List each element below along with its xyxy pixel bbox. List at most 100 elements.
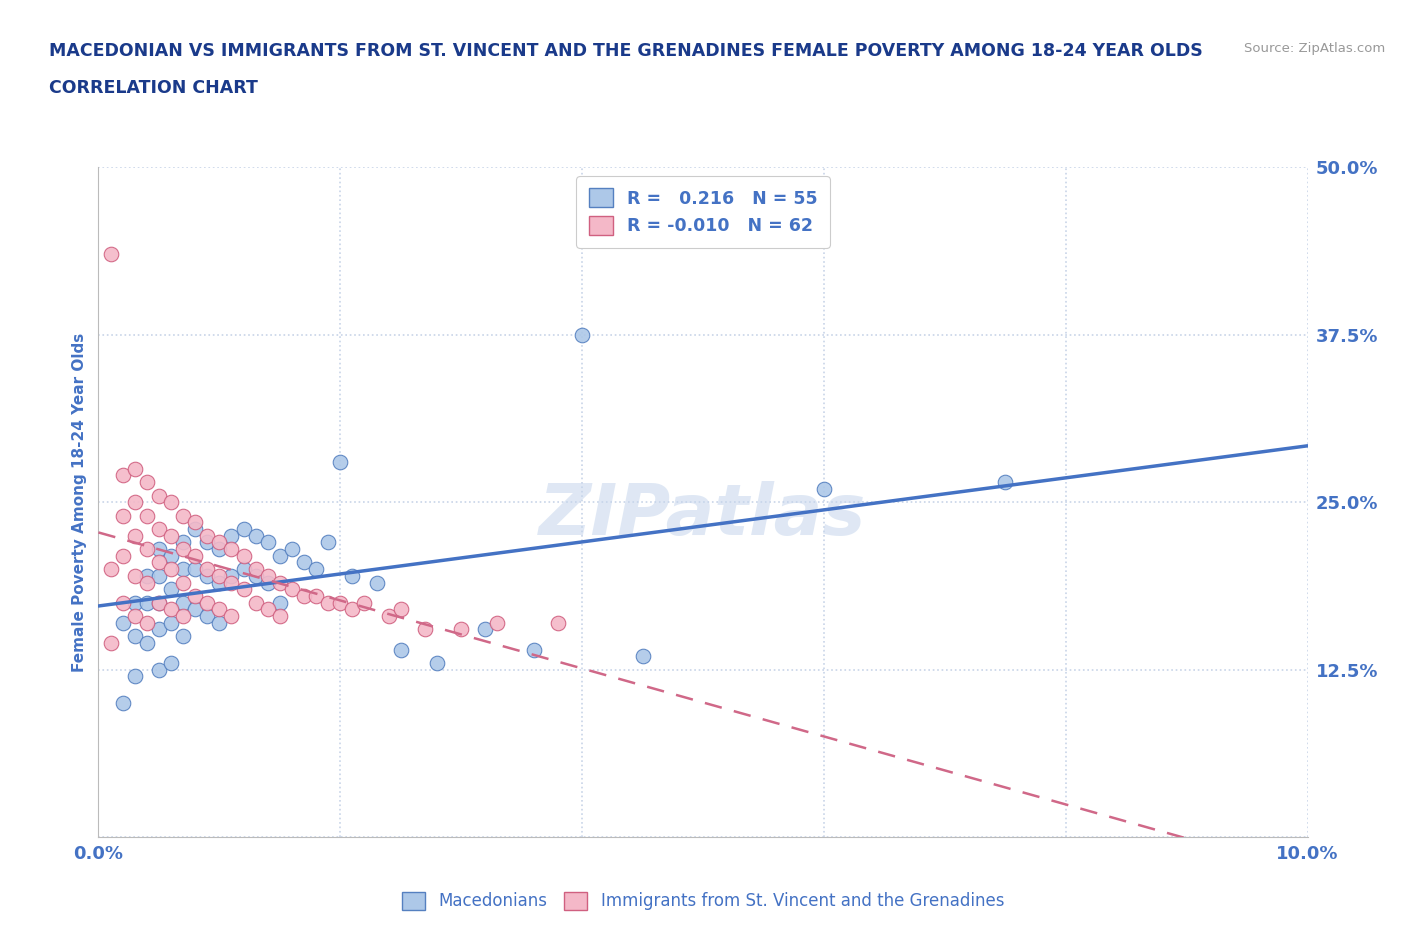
Point <box>994 474 1017 489</box>
Point <box>221 528 243 543</box>
Point <box>256 568 278 583</box>
Point <box>111 468 134 483</box>
Point <box>160 528 183 543</box>
Text: ZIPatlas: ZIPatlas <box>540 481 866 550</box>
Point <box>184 562 207 577</box>
Point <box>160 549 183 564</box>
Point <box>195 595 218 610</box>
Point <box>135 541 157 556</box>
Point <box>269 549 291 564</box>
Point <box>329 455 352 470</box>
Point <box>221 541 243 556</box>
Point <box>208 575 231 590</box>
Point <box>813 482 835 497</box>
Point <box>353 595 375 610</box>
Point <box>208 568 231 583</box>
Point <box>245 528 267 543</box>
Point <box>160 602 183 617</box>
Point <box>111 595 134 610</box>
Point <box>245 568 267 583</box>
Point <box>292 555 315 570</box>
Point <box>135 616 157 631</box>
Point <box>160 562 183 577</box>
Point <box>135 575 157 590</box>
Point <box>124 669 146 684</box>
Point <box>124 568 146 583</box>
Point <box>124 608 146 623</box>
Point <box>377 608 399 623</box>
Point <box>245 562 267 577</box>
Point <box>148 662 170 677</box>
Point <box>172 541 194 556</box>
Point <box>305 562 328 577</box>
Point <box>184 589 207 604</box>
Point <box>523 642 546 657</box>
Point <box>172 535 194 550</box>
Point <box>256 535 278 550</box>
Point <box>148 622 170 637</box>
Point <box>486 616 509 631</box>
Point <box>221 608 243 623</box>
Point <box>342 602 364 617</box>
Point <box>160 656 183 671</box>
Point <box>281 541 304 556</box>
Point <box>135 508 157 523</box>
Point <box>413 622 436 637</box>
Point <box>100 635 122 650</box>
Text: MACEDONIAN VS IMMIGRANTS FROM ST. VINCENT AND THE GRENADINES FEMALE POVERTY AMON: MACEDONIAN VS IMMIGRANTS FROM ST. VINCEN… <box>49 42 1204 60</box>
Point <box>195 535 218 550</box>
Point <box>148 555 170 570</box>
Point <box>148 488 170 503</box>
Point <box>256 575 278 590</box>
Point <box>245 595 267 610</box>
Point <box>135 568 157 583</box>
Point <box>281 582 304 597</box>
Point <box>124 528 146 543</box>
Point <box>184 549 207 564</box>
Point <box>269 575 291 590</box>
Point <box>135 595 157 610</box>
Point <box>135 635 157 650</box>
Point <box>195 562 218 577</box>
Point <box>305 589 328 604</box>
Point <box>172 608 194 623</box>
Point <box>124 629 146 644</box>
Point <box>269 595 291 610</box>
Point <box>184 602 207 617</box>
Point <box>208 535 231 550</box>
Point <box>450 622 472 637</box>
Point <box>232 562 254 577</box>
Point <box>329 595 352 610</box>
Point <box>124 595 146 610</box>
Point <box>184 522 207 537</box>
Point <box>160 495 183 510</box>
Text: Source: ZipAtlas.com: Source: ZipAtlas.com <box>1244 42 1385 55</box>
Point <box>426 656 449 671</box>
Point <box>208 602 231 617</box>
Point <box>208 616 231 631</box>
Point <box>111 696 134 711</box>
Point <box>474 622 496 637</box>
Legend: R =   0.216   N = 55, R = -0.010   N = 62: R = 0.216 N = 55, R = -0.010 N = 62 <box>576 176 830 247</box>
Point <box>389 602 412 617</box>
Point <box>389 642 412 657</box>
Point <box>195 528 218 543</box>
Point <box>124 461 146 476</box>
Point <box>148 522 170 537</box>
Point <box>172 508 194 523</box>
Point <box>160 582 183 597</box>
Point <box>148 595 170 610</box>
Point <box>100 247 122 262</box>
Text: CORRELATION CHART: CORRELATION CHART <box>49 79 259 97</box>
Point <box>111 508 134 523</box>
Point <box>160 616 183 631</box>
Y-axis label: Female Poverty Among 18-24 Year Olds: Female Poverty Among 18-24 Year Olds <box>72 333 87 671</box>
Point <box>172 629 194 644</box>
Point <box>232 582 254 597</box>
Point <box>571 327 593 342</box>
Point <box>342 568 364 583</box>
Point <box>111 549 134 564</box>
Point <box>111 616 134 631</box>
Point <box>172 595 194 610</box>
Point <box>148 541 170 556</box>
